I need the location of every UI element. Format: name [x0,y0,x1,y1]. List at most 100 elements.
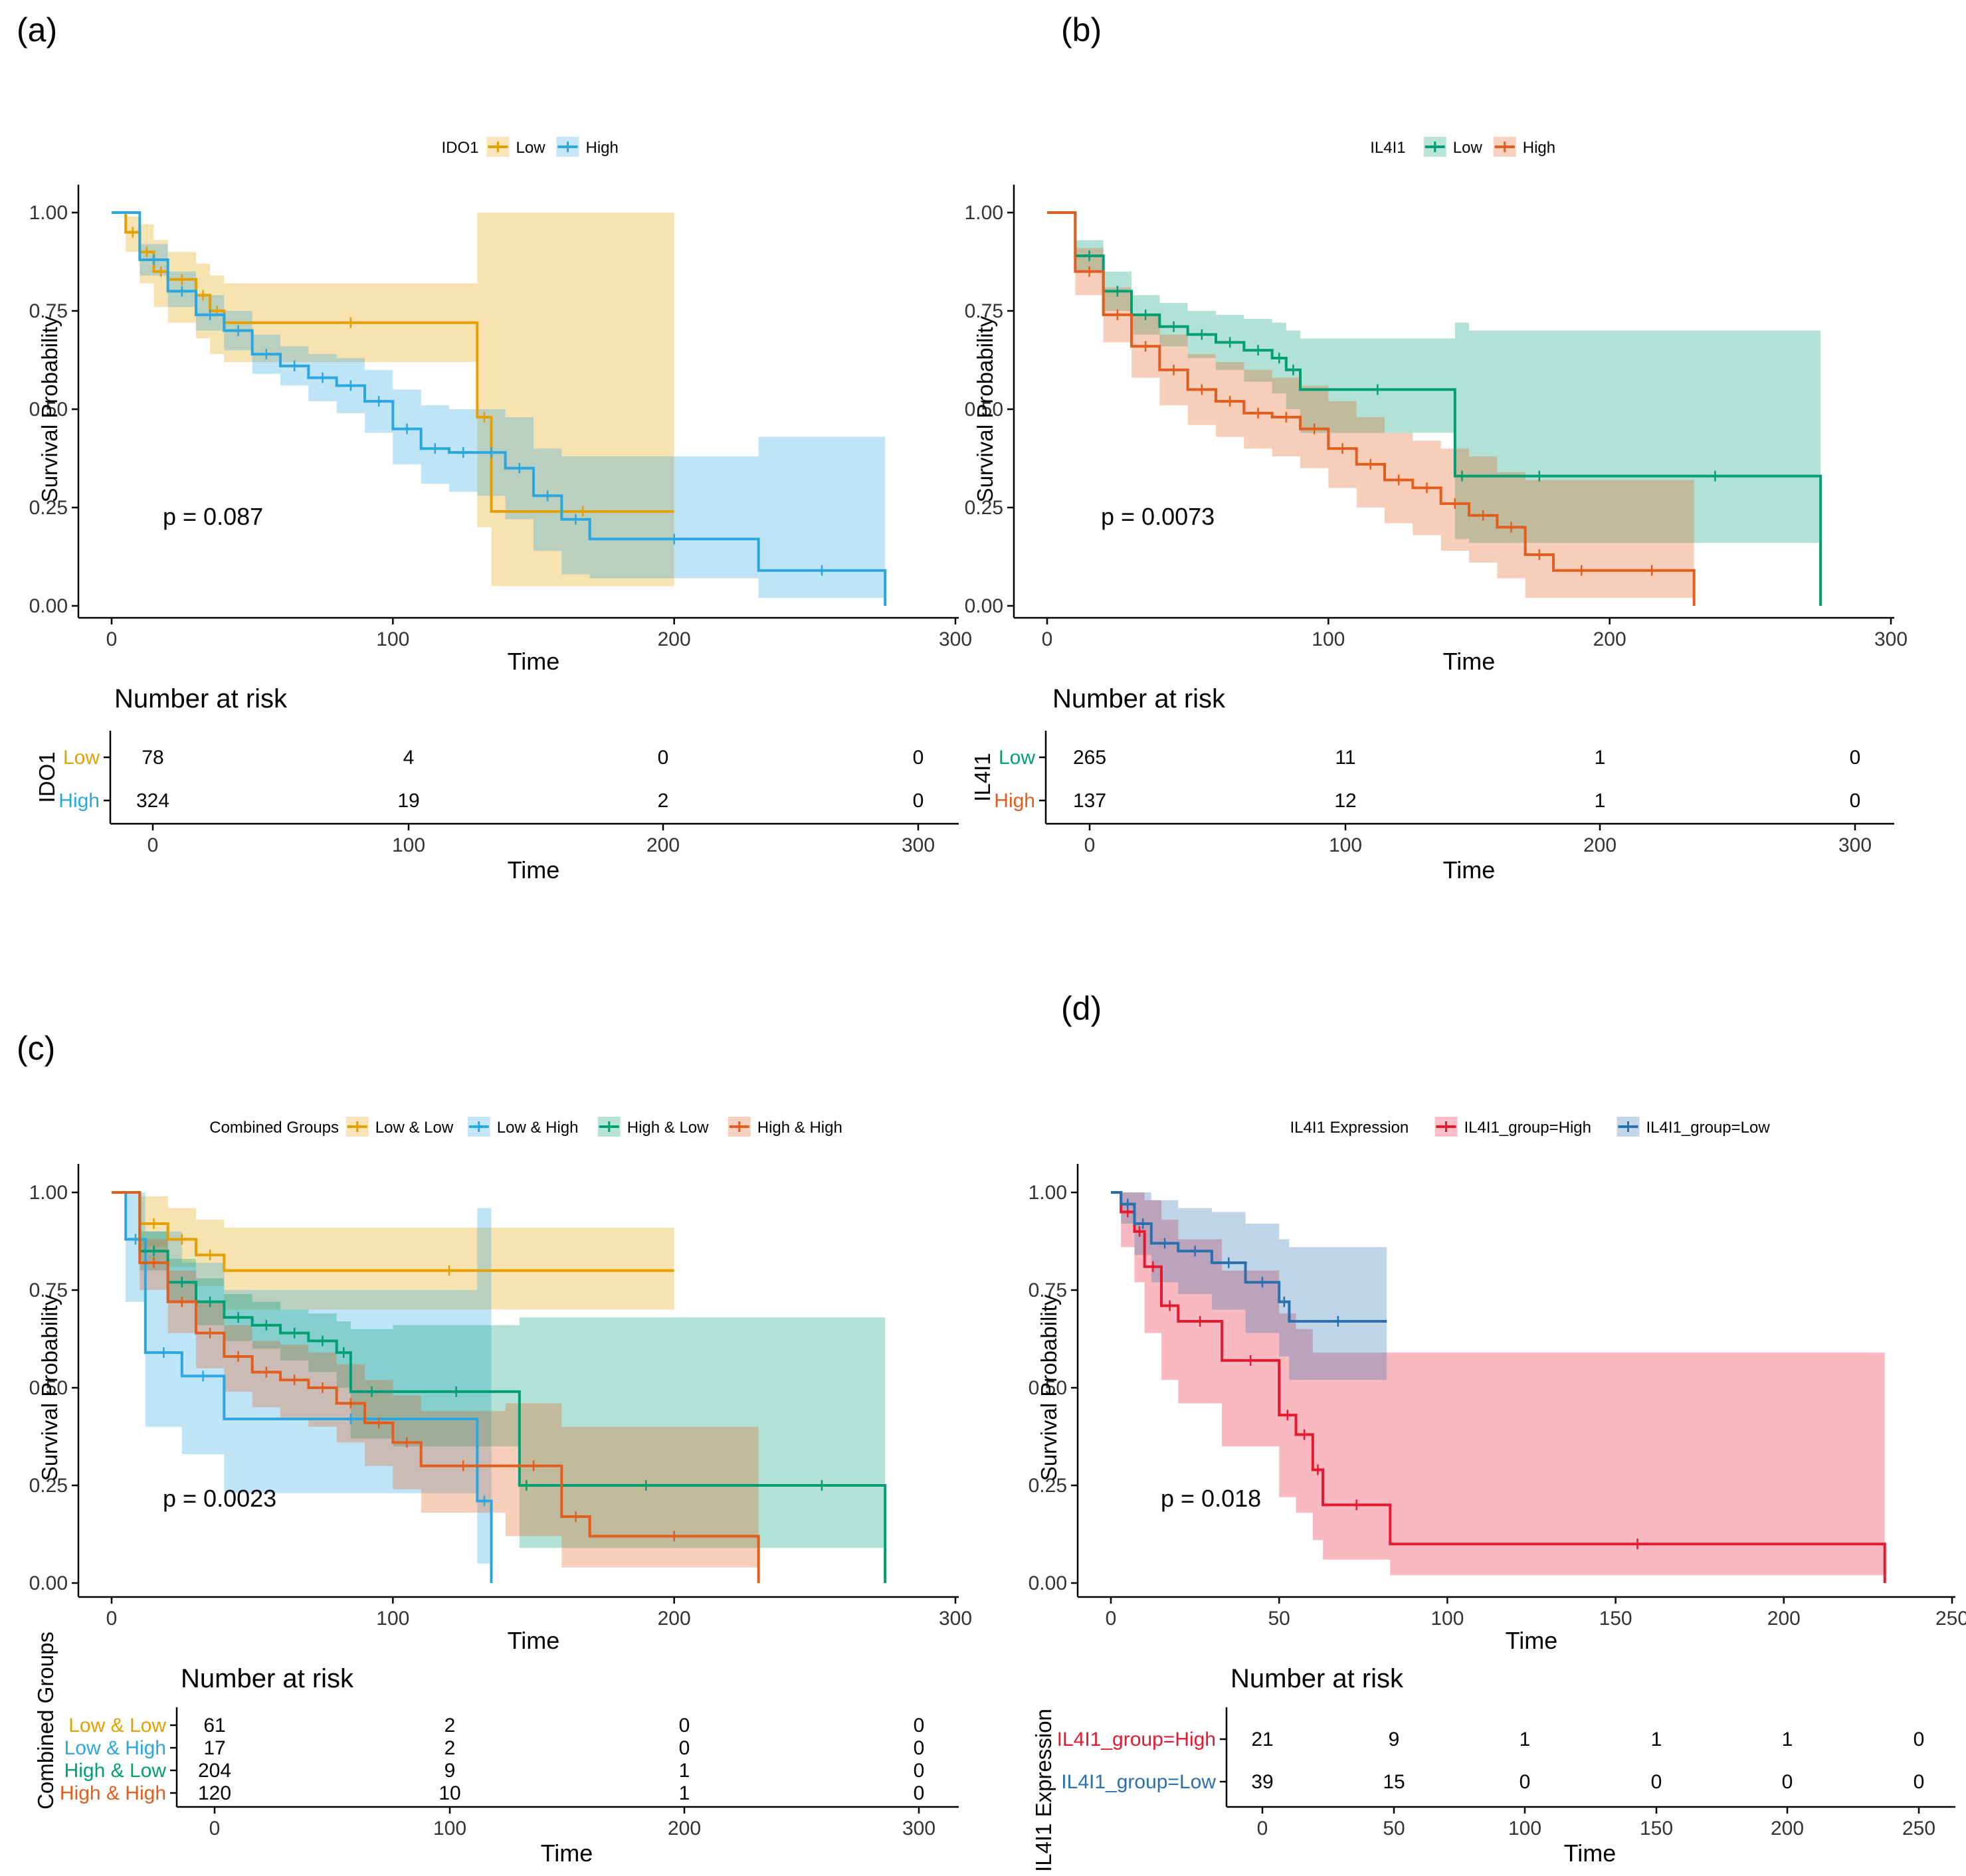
risk-value: 2 [444,1737,456,1759]
legend-entry: High & High [757,1119,842,1137]
risk-value: 9 [1389,1729,1400,1750]
x-axis-title: Time [508,1627,560,1654]
risk-value: 0 [658,747,669,769]
risk-value: 2 [658,790,669,812]
legend-entry: High & Low [627,1119,709,1137]
y-tick-label: 0.75 [1029,1279,1067,1301]
risk-x-tick-label: 0 [209,1818,221,1839]
legend-entry: Low [1453,139,1483,157]
y-tick-label: 0.00 [29,1572,68,1594]
risk-value: 0 [679,1737,690,1759]
x-tick-label: 0 [106,1608,118,1630]
risk-value: 17 [203,1737,225,1759]
risk-row-label: Low [999,747,1035,769]
risk-row-label: High & High [60,1782,166,1804]
risk-x-tick-label: 300 [902,834,935,856]
ci-band [1047,213,1821,543]
y-tick-label: 0.75 [29,300,68,322]
ci-band [112,1192,674,1310]
risk-value: 1 [1782,1729,1793,1750]
risk-x-tick-label: 0 [1084,834,1096,856]
risk-value: 0 [1914,1771,1925,1793]
x-tick-label: 300 [939,1608,972,1630]
risk-value: 0 [913,747,924,769]
survival-curve [112,1191,493,1583]
risk-x-tick-label: 100 [1508,1818,1541,1839]
risk-y-title: IL4I1 Expression [1031,1709,1056,1872]
risk-value: 0 [914,1715,925,1736]
risk-value: 0 [1520,1771,1531,1793]
p-value: p = 0.0073 [1101,503,1215,530]
legend: IDO1 Low High [442,137,619,157]
legend-entry: High [1523,139,1555,157]
risk-x-tick-label: 50 [1383,1818,1405,1839]
risk-x-tick-label: 200 [646,834,680,856]
risk-table-title: Number at risk [114,684,288,713]
x-tick-label: 150 [1599,1608,1632,1630]
risk-value: 4 [403,747,415,769]
risk-value: 21 [1251,1729,1273,1750]
risk-x-tick-label: 100 [433,1818,466,1839]
risk-value: 137 [1073,790,1106,812]
legend-key [486,137,510,157]
y-tick-label: 0.75 [965,300,1003,322]
legend-entry: Low & Low [375,1119,454,1137]
x-tick-label: 200 [1593,628,1626,650]
survival-curve [1047,211,1822,606]
x-axis-title: Time [1506,1627,1558,1654]
legend-entry: IL4I1_group=Low [1646,1119,1771,1137]
y-tick-label: 0.50 [29,399,68,421]
risk-x-tick-label: 150 [1640,1818,1673,1839]
risk-value: 0 [1651,1771,1662,1793]
risk-value: 2 [444,1715,456,1736]
x-tick-label: 200 [1767,1608,1801,1630]
x-tick-label: 0 [1106,1608,1117,1630]
risk-row-label: Low & High [64,1737,166,1759]
x-tick-label: 200 [658,1608,691,1630]
risk-row-label: High & Low [64,1760,167,1782]
y-tick-label: 0.50 [1029,1377,1067,1399]
legend-key [1617,1117,1640,1137]
y-tick-label: 0.50 [29,1377,68,1399]
ci-band [112,1192,886,1548]
x-tick-label: 0 [106,628,118,650]
x-tick-label: 300 [1874,628,1908,650]
ci-band [112,213,886,599]
risk-value: 0 [913,790,924,812]
risk-value: 265 [1073,747,1106,769]
legend: IL4I1 Low High [1370,137,1555,157]
y-tick-label: 1.00 [965,202,1003,224]
risk-x-tick-label: 0 [1257,1818,1268,1839]
risk-value: 39 [1251,1771,1273,1793]
panel-label: (b) [1061,11,1102,48]
survival-curve [1111,1191,1886,1583]
x-axis-title: Time [508,648,560,675]
legend-key [728,1117,751,1137]
legend: IL4I1 Expression IL4I1_group=High IL4I1_gr… [1290,1117,1771,1137]
risk-value: 12 [1334,790,1356,812]
x-tick-label: 250 [1935,1608,1966,1630]
risk-table-title: Number at risk [1230,1664,1404,1693]
risk-value: 1 [679,1760,690,1782]
risk-value: 0 [1850,747,1861,769]
y-tick-label: 0.25 [965,497,1003,519]
panel-label: (a) [17,11,57,48]
y-tick-label: 0.00 [29,595,68,617]
risk-y-title: IL4I1 [970,753,995,801]
y-tick-label: 0.50 [965,399,1003,421]
x-tick-label: 100 [1312,628,1345,650]
ci-band [1111,1192,1885,1576]
panel-label: (d) [1061,990,1102,1027]
y-axis-title: Survival Probability [37,316,62,502]
risk-x-tick-label: 250 [1902,1818,1935,1839]
risk-value: 9 [444,1760,456,1782]
risk-x-tick-label: 300 [1838,834,1872,856]
y-tick-label: 0.25 [29,1475,68,1497]
p-value: p = 0.0023 [163,1485,276,1512]
p-value: p = 0.087 [163,503,263,530]
risk-value: 0 [1850,790,1861,812]
risk-value: 1 [1595,790,1606,812]
y-tick-label: 1.00 [29,1182,68,1204]
